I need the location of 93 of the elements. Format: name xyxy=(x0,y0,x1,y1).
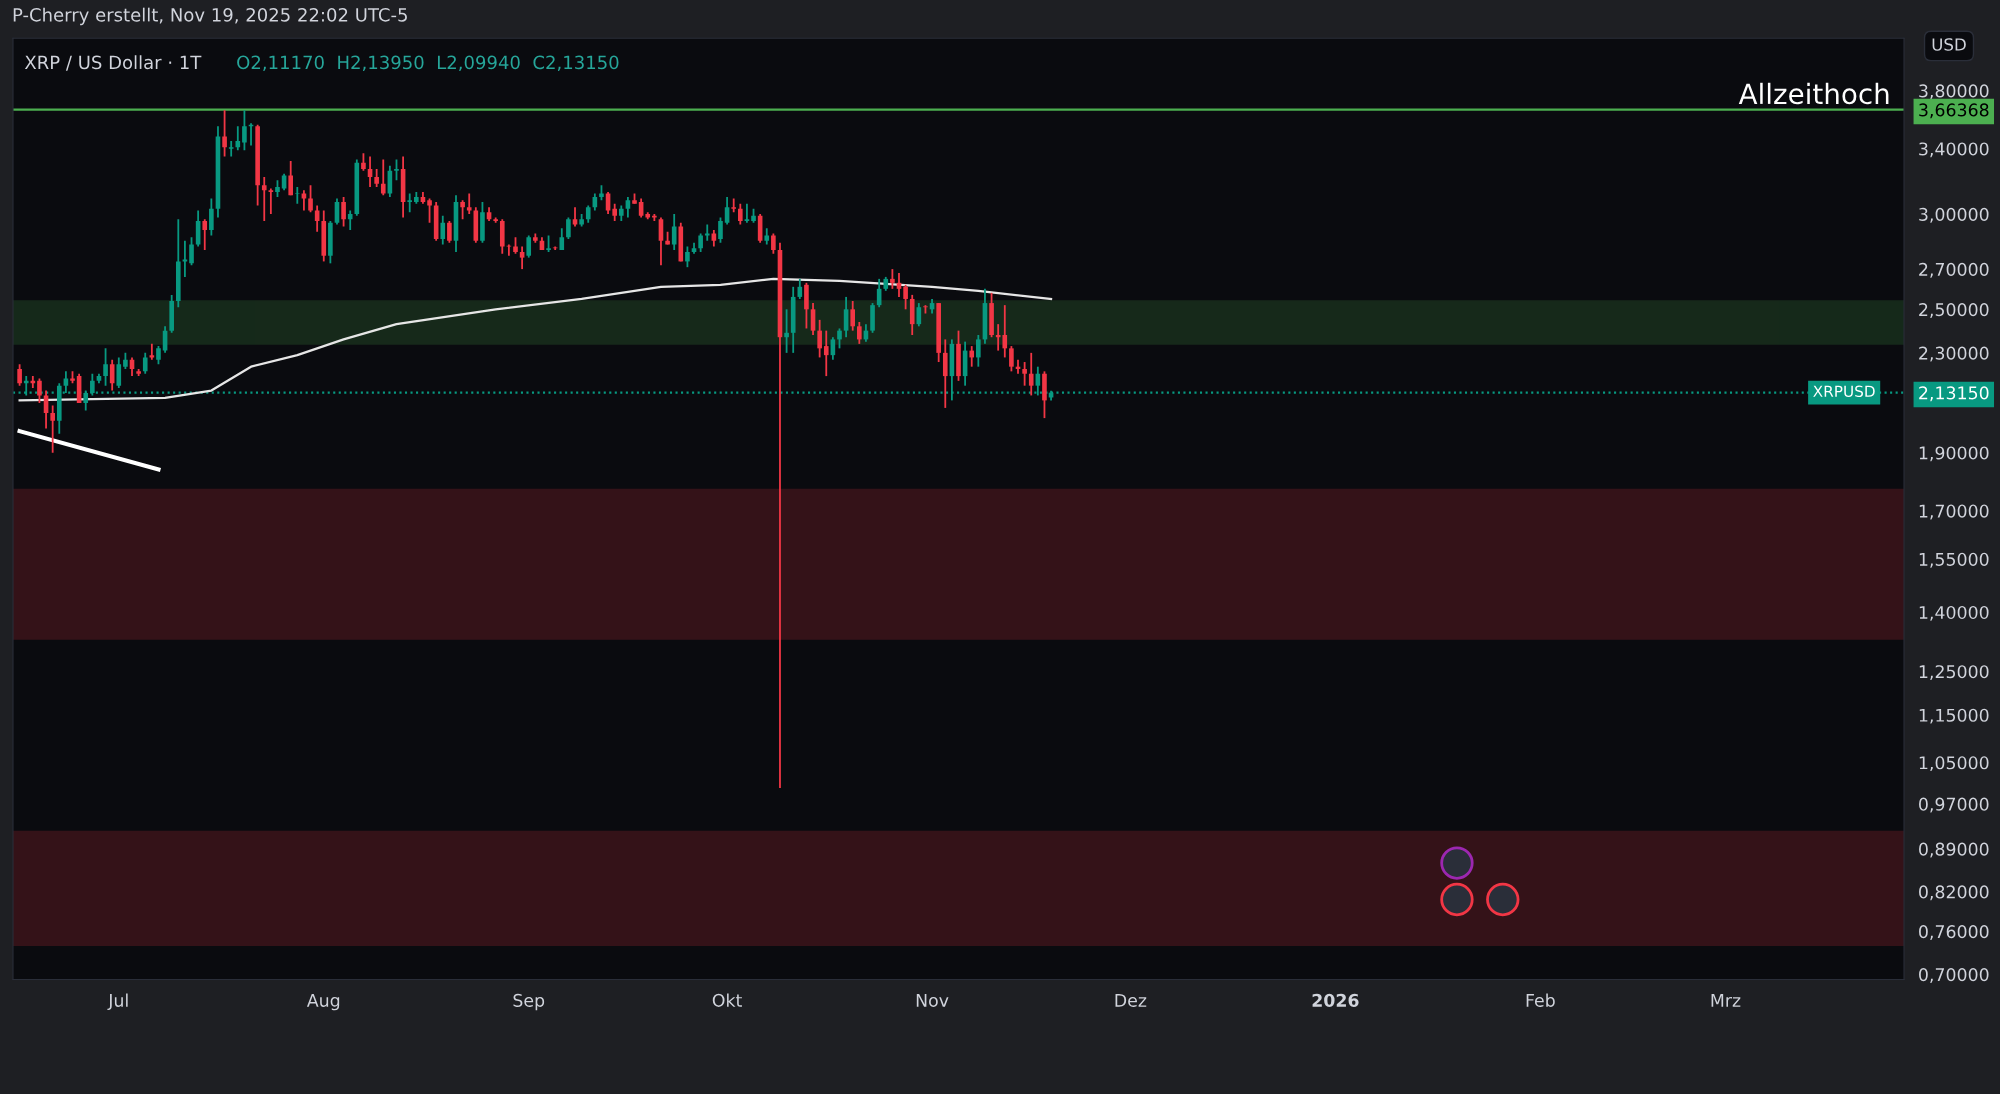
candlestick xyxy=(1002,304,1008,359)
candlestick xyxy=(771,232,776,255)
y-tick-label: 1,15000 xyxy=(1919,708,1989,724)
y-tick-label: 0,97000 xyxy=(1919,797,1989,813)
candlestick xyxy=(261,176,267,222)
candlestick xyxy=(447,220,452,244)
candlestick xyxy=(347,209,353,231)
candlestick xyxy=(1028,351,1034,397)
y-tick-label: 3,80000 xyxy=(1919,84,1989,100)
y-tick-label: 1,25000 xyxy=(1919,665,1989,681)
x-tick-label: Jul xyxy=(107,993,128,1011)
candlestick xyxy=(50,404,55,454)
y-tick-label: 0,70000 xyxy=(1919,968,1989,983)
candlestick xyxy=(837,327,842,350)
y-tick-label: 1,70000 xyxy=(1919,504,1989,520)
candlestick xyxy=(685,245,690,269)
y-tick-label: 1,05000 xyxy=(1919,756,1989,772)
candlestick xyxy=(235,125,241,152)
candlestick xyxy=(671,213,677,252)
candlestick xyxy=(394,158,399,182)
y-tick-label: 1,90000 xyxy=(1919,446,1989,462)
y-tick-label: 3,66368 xyxy=(1919,103,1989,119)
candlestick xyxy=(526,234,532,259)
candlestick xyxy=(83,389,89,412)
candlestick xyxy=(380,158,386,197)
candlestick xyxy=(784,308,789,354)
x-tick-label: Aug xyxy=(306,993,340,1011)
y-tick-label: 3,00000 xyxy=(1919,207,1989,223)
candlestick xyxy=(116,356,122,390)
x-tick-label: Sep xyxy=(513,993,545,1011)
candlestick xyxy=(519,245,525,271)
candlestick xyxy=(903,283,908,311)
candlestick xyxy=(156,345,161,366)
candlestick xyxy=(698,232,703,253)
candlestick xyxy=(625,196,631,219)
text: O2,11170 H2,13950 L2,09940 C2,13150 xyxy=(237,55,619,72)
line-series xyxy=(18,277,1053,402)
candlestick xyxy=(823,329,829,377)
candlestick xyxy=(744,202,750,224)
candlestick xyxy=(295,186,300,205)
y-tick-label: 0,76000 xyxy=(1919,925,1989,940)
candlestick xyxy=(228,140,234,158)
candlestick xyxy=(142,351,148,375)
y-tick-label: 2,30000 xyxy=(1919,346,1989,362)
ref-line-label: Allzeithoch xyxy=(1738,82,1889,105)
candlestick xyxy=(817,318,822,359)
candlestick xyxy=(976,334,981,368)
x-tick-label: 2026 xyxy=(1312,993,1359,1007)
candlestick xyxy=(308,184,313,214)
candlestick xyxy=(1022,361,1027,387)
y-axis-title: USD xyxy=(1932,38,1966,51)
candlestick xyxy=(427,197,432,224)
text: XRP / US Dollar · 1T xyxy=(24,55,202,71)
y-tick-label: 0,82000 xyxy=(1919,885,1989,901)
candlestick xyxy=(572,206,578,228)
candlestick xyxy=(222,109,227,158)
candlestick xyxy=(850,300,856,332)
ref-line-label: XRPUSD xyxy=(1813,385,1875,398)
x-tick-label: Feb xyxy=(1526,993,1555,1007)
candlestick xyxy=(288,160,294,197)
candlestick xyxy=(440,214,446,246)
candlestick xyxy=(718,216,723,244)
candlestick xyxy=(737,202,743,226)
x-tick-label: Dez xyxy=(1115,993,1147,1007)
text: P-Cherry erstellt, Nov 19, 2025 22:02 UTC-5 xyxy=(13,7,407,26)
candlestick xyxy=(189,236,194,267)
candlestick xyxy=(407,192,413,214)
candlestick xyxy=(268,187,274,215)
candlestick xyxy=(969,345,975,368)
y-tick-label: 2,70000 xyxy=(1919,262,1989,278)
y-tick-label: 0,89000 xyxy=(1919,842,1989,858)
candlestick xyxy=(466,192,472,215)
candlestick xyxy=(460,199,465,221)
candlestick xyxy=(17,363,22,387)
x-tick-label: Okt xyxy=(712,993,742,1007)
y-tick-label: 2,13150 xyxy=(1919,386,1989,402)
x-tick-label: Nov xyxy=(916,993,949,1007)
y-tick-label: 1,40000 xyxy=(1919,605,1989,621)
candlestick xyxy=(209,197,214,237)
candlestick xyxy=(202,218,208,252)
y-tick-label: 2,50000 xyxy=(1919,303,1989,318)
y-tick-label: 1,55000 xyxy=(1919,552,1989,568)
candlestick xyxy=(890,268,895,290)
candlestick xyxy=(566,216,571,240)
candlestick xyxy=(37,377,42,404)
candlestick xyxy=(942,338,948,409)
candlestick xyxy=(857,321,862,345)
candlestick xyxy=(341,196,346,228)
candlestick xyxy=(103,347,108,387)
y-tick-label: 3,40000 xyxy=(1919,142,1989,158)
x-tick-label: Mrz xyxy=(1711,993,1741,1007)
candlestick xyxy=(242,109,247,152)
candlestick xyxy=(1009,345,1014,373)
